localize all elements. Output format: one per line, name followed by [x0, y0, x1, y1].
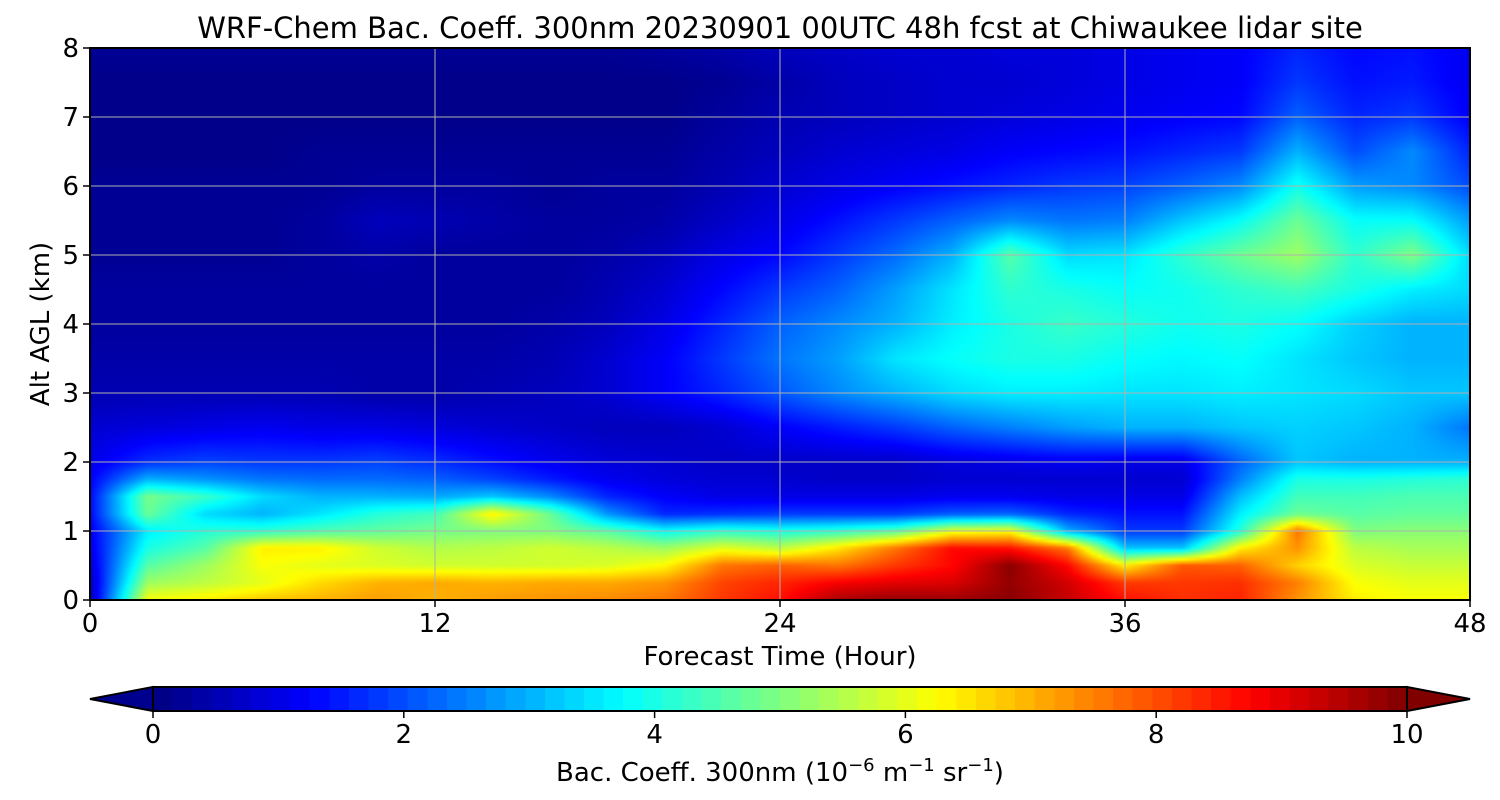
- y-tick-label: 7: [62, 103, 79, 133]
- colorbar-tick-label: 8: [1148, 720, 1165, 750]
- y-tick-label: 3: [62, 379, 79, 409]
- x-tick-label: 0: [82, 609, 99, 639]
- colorbar-tick-label: 2: [396, 720, 413, 750]
- y-tick-label: 5: [62, 241, 79, 271]
- colorbar-tick-label: 4: [646, 720, 663, 750]
- colorbar-tick-label: 0: [145, 720, 162, 750]
- colorbar-tick-label: 6: [897, 720, 914, 750]
- colorbar-bar: [152, 686, 1408, 712]
- colorbar-label: Bac. Coeff. 300nm (10−6 m−1 sr−1): [556, 755, 1004, 789]
- y-tick-label: 1: [62, 517, 79, 547]
- chart-title: WRF-Chem Bac. Coeff. 300nm 20230901 00UT…: [197, 11, 1363, 45]
- plot-area: [89, 47, 1471, 601]
- x-axis-ticks: 0 12 24 36 48: [82, 600, 1487, 639]
- x-tick-label: 36: [1108, 609, 1141, 639]
- colorbar-ticks: 0 2 4 6 8 10: [145, 711, 1424, 750]
- x-tick-label: 48: [1453, 609, 1486, 639]
- x-axis-label: Forecast Time (Hour): [643, 642, 916, 672]
- colorbar-extend-low: [89, 685, 154, 713]
- colorbar-tick-label: 10: [1390, 720, 1423, 750]
- y-tick-label: 8: [62, 34, 79, 64]
- x-tick-label: 12: [418, 609, 451, 639]
- y-tick-label: 0: [62, 586, 79, 616]
- y-axis-label: Alt AGL (km): [26, 242, 56, 406]
- colorbar: 0 2 4 6 8 10 Bac. Coeff. 300nm (10−6 m−1 sr−1…: [89, 685, 1471, 789]
- y-tick-label: 2: [62, 448, 79, 478]
- y-tick-label: 4: [62, 310, 79, 340]
- x-tick-label: 24: [763, 609, 796, 639]
- colorbar-extend-high: [1406, 685, 1471, 713]
- y-axis-ticks: 0 1 2 3 4 5 6 7 8: [62, 34, 90, 616]
- y-tick-label: 6: [62, 172, 79, 202]
